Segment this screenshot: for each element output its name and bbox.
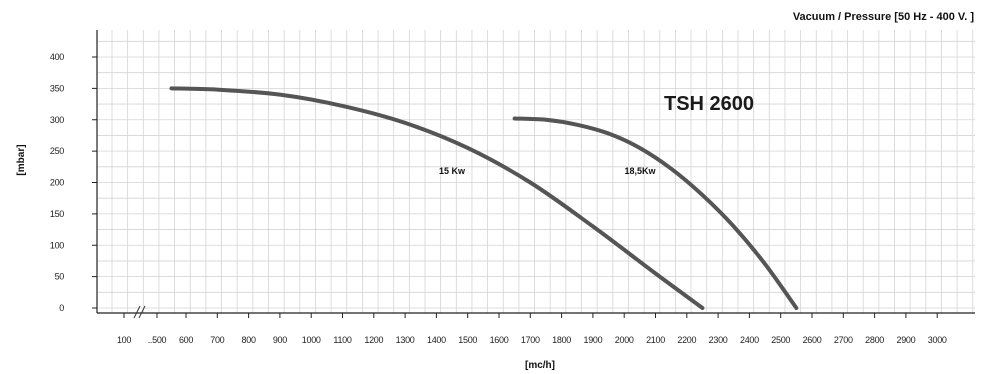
x-tick-label: 900	[273, 335, 287, 345]
y-tick-label: 400	[50, 52, 64, 62]
grid	[97, 30, 975, 313]
y-tick-label: 100	[50, 240, 64, 250]
model-label: TSH 2600	[664, 93, 754, 115]
x-tick-label: 1700	[521, 335, 540, 345]
x-tick-label: ..500	[148, 335, 167, 345]
y-tick-label: 300	[50, 115, 64, 125]
y-tick-label: 150	[50, 209, 64, 219]
x-tick-label: 2700	[834, 335, 853, 345]
series-label: 15 Kw	[439, 166, 466, 176]
series-curve-1	[512, 116, 799, 310]
chart-title: Vacuum / Pressure [50 Hz - 400 V. ]	[793, 11, 975, 23]
x-tick-label: 1300	[396, 335, 415, 345]
y-tick-label: 200	[50, 178, 64, 188]
x-tick-label: 1500	[458, 335, 477, 345]
x-axis-label: [mc/h]	[525, 360, 555, 371]
x-tick-label: 100	[117, 335, 131, 345]
x-tick-label: 2900	[896, 335, 915, 345]
axes	[96, 30, 975, 314]
x-tick-label: 1000	[302, 335, 321, 345]
y-tick-labels: 0 50 100 150 200 250 300 350 400	[50, 52, 97, 313]
series-label: 18,5Kw	[624, 166, 656, 176]
series-curves	[169, 86, 799, 310]
x-tick-label: 2200	[677, 335, 696, 345]
y-tick-label: 250	[50, 146, 64, 156]
series-curve-0	[169, 86, 705, 310]
x-tick-label: 1800	[552, 335, 571, 345]
x-tick-label: 2100	[646, 335, 665, 345]
x-tick-label: 800	[242, 335, 256, 345]
x-tick-label: 600	[179, 335, 193, 345]
x-tick-label: 2500	[771, 335, 790, 345]
y-tick-label: 50	[55, 272, 65, 282]
x-tick-label: 1900	[583, 335, 602, 345]
x-tick-label: 3000	[928, 335, 947, 345]
x-tick-label: 2400	[740, 335, 759, 345]
x-tick-label: 1600	[490, 335, 509, 345]
series-labels: 15 Kw 18,5Kw	[439, 166, 657, 176]
x-tick-label: 2800	[865, 335, 884, 345]
x-tick-label: 1400	[427, 335, 446, 345]
x-tick-label: 1200	[364, 335, 383, 345]
x-tick-label: 2300	[709, 335, 728, 345]
x-tick-labels: 100 ..500 600 700 800 900 1000 1100 1200 1300 1400…	[117, 313, 947, 345]
x-tick-label: 1100	[333, 335, 351, 345]
x-tick-label: 2600	[803, 335, 822, 345]
axis-break-mark	[133, 305, 146, 319]
y-tick-label: 350	[50, 83, 64, 93]
y-tick-label: 0	[59, 303, 64, 313]
x-tick-label: 700	[210, 335, 224, 345]
y-axis-label: [mbar]	[16, 144, 27, 175]
x-tick-label: 2000	[615, 335, 634, 345]
